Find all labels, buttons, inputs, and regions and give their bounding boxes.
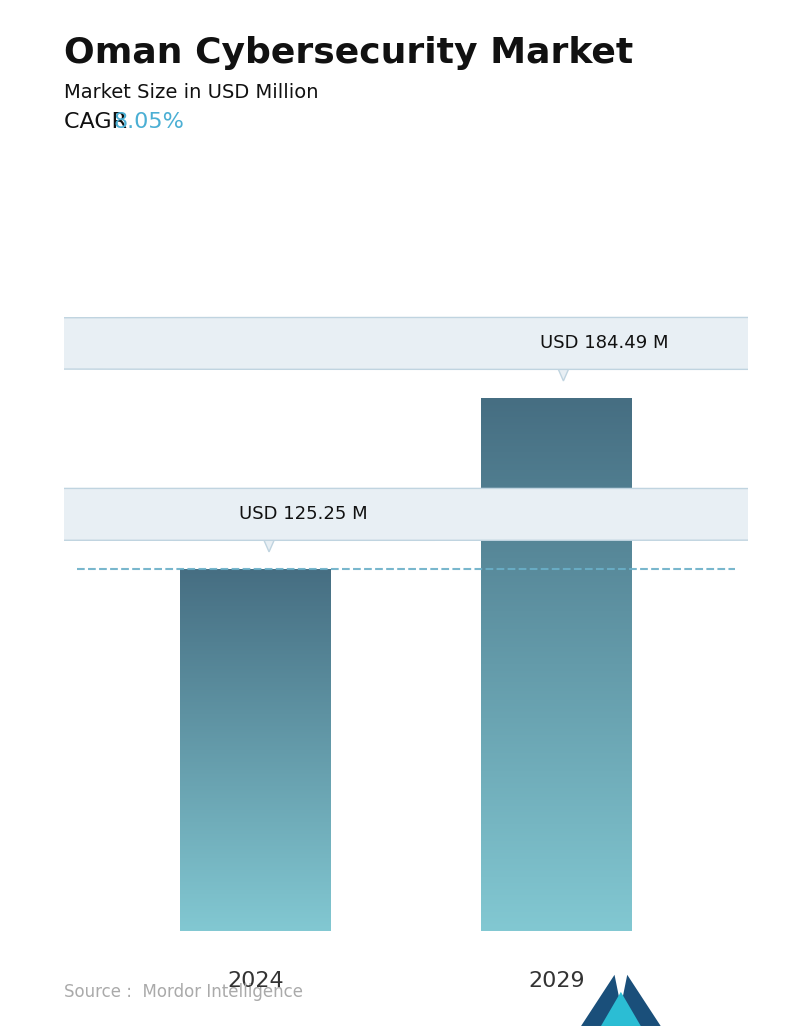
- Polygon shape: [555, 362, 572, 381]
- Polygon shape: [581, 975, 625, 1026]
- Text: 8.05%: 8.05%: [113, 112, 184, 131]
- Polygon shape: [261, 534, 277, 552]
- Text: Source :  Mordor Intelligence: Source : Mordor Intelligence: [64, 983, 302, 1001]
- Text: CAGR: CAGR: [64, 112, 134, 131]
- Text: 2029: 2029: [529, 971, 585, 991]
- Text: Oman Cybersecurity Market: Oman Cybersecurity Market: [64, 36, 633, 70]
- FancyBboxPatch shape: [0, 488, 796, 541]
- Text: USD 184.49 M: USD 184.49 M: [540, 334, 669, 353]
- FancyBboxPatch shape: [0, 317, 796, 369]
- Polygon shape: [601, 992, 641, 1026]
- Text: USD 125.25 M: USD 125.25 M: [239, 506, 368, 523]
- Polygon shape: [617, 975, 661, 1026]
- Text: Market Size in USD Million: Market Size in USD Million: [64, 83, 318, 101]
- Text: 2024: 2024: [227, 971, 283, 991]
